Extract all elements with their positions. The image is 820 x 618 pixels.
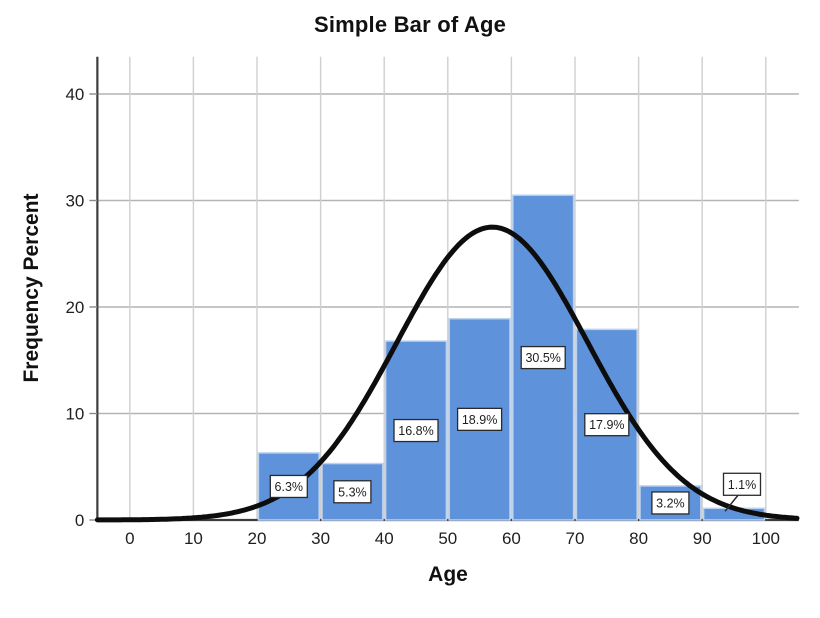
x-axis-title: Age bbox=[428, 563, 468, 586]
bar-value-label-box bbox=[584, 413, 630, 437]
callout-line bbox=[724, 494, 739, 512]
x-tick-label: 40 bbox=[375, 529, 394, 548]
bar[interactable] bbox=[321, 462, 384, 521]
bar-value-label: 16.8% bbox=[398, 424, 433, 438]
x-tick-label: 50 bbox=[438, 529, 457, 548]
x-tick-label: 90 bbox=[693, 529, 712, 548]
bar-value-label: 17.9% bbox=[589, 418, 624, 432]
x-tick-label: 20 bbox=[248, 529, 267, 548]
bar-value-label-box bbox=[333, 480, 372, 504]
x-tick-label: 60 bbox=[502, 529, 521, 548]
bar-value-label: 3.2% bbox=[656, 496, 685, 510]
x-tick-label: 70 bbox=[566, 529, 585, 548]
x-tick-label: 0 bbox=[125, 529, 134, 548]
bar-value-label-box bbox=[456, 407, 503, 432]
bar-value-label-box bbox=[520, 345, 566, 370]
x-tick-label: 10 bbox=[184, 529, 203, 548]
bar-value-label: 30.5% bbox=[525, 351, 560, 365]
bar-value-label: 1.1% bbox=[728, 478, 757, 492]
y-tick-label: 0 bbox=[75, 511, 84, 530]
chart-title: Simple Bar of Age bbox=[313, 12, 507, 37]
y-tick-label: 10 bbox=[65, 405, 84, 424]
y-tick-label: 20 bbox=[65, 298, 84, 317]
bar-value-label-box bbox=[722, 472, 762, 496]
y-axis-title: Frequency Percent bbox=[20, 193, 43, 383]
bar-value-label: 18.9% bbox=[462, 413, 497, 427]
bar-value-label-box bbox=[651, 491, 690, 515]
bar-value-label-box bbox=[269, 474, 308, 499]
x-tick-label: 100 bbox=[752, 529, 780, 548]
x-tick-label: 30 bbox=[311, 529, 330, 548]
bar-value-label-box bbox=[393, 418, 439, 443]
x-tick-label: 80 bbox=[629, 529, 648, 548]
bar-value-label: 6.3% bbox=[275, 480, 304, 494]
y-tick-label: 30 bbox=[65, 192, 84, 211]
normal-curve bbox=[94, 224, 800, 523]
y-tick-label: 40 bbox=[65, 85, 84, 104]
bar-value-label: 5.3% bbox=[338, 485, 367, 499]
